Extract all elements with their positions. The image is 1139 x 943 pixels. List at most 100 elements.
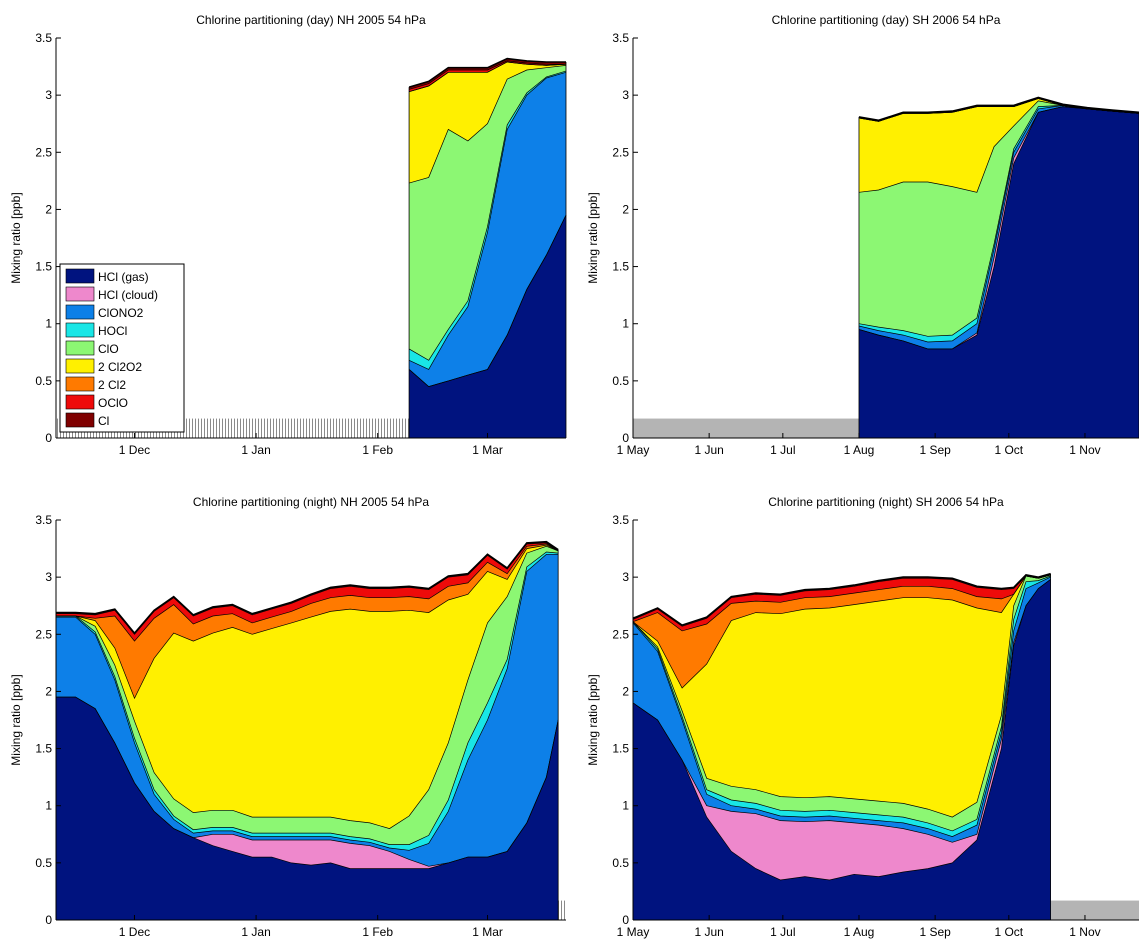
y-axis-label: Mixing ratio [ppb] — [586, 192, 600, 283]
y-tick-label: 2.5 — [35, 627, 52, 641]
chart-title: Chlorine partitioning (night) SH 2006 54… — [768, 495, 1004, 509]
y-tick-label: 3.5 — [35, 31, 52, 45]
y-tick-label: 2 — [622, 684, 629, 698]
y-tick-label: 3.5 — [612, 31, 629, 45]
boundary-line-hocl — [56, 551, 559, 845]
legend-swatch-clono2 — [65, 304, 95, 320]
boundary-line-2-cl2o2 — [56, 544, 559, 700]
legend-swatch-hcl-gas — [65, 268, 95, 284]
area-clono2 — [56, 554, 559, 867]
legend-swatch-hcl-cloud — [65, 286, 95, 302]
chart-panel-4: Chlorine partitioning (night) SH 2006 54… — [586, 495, 1139, 939]
boundary-line-oclo — [858, 98, 1139, 122]
y-tick-label: 1 — [45, 799, 52, 813]
chart-title: Chlorine partitioning (day) NH 2005 54 h… — [196, 13, 426, 27]
y-tick-label: 0 — [622, 431, 629, 445]
area-2-cl2o2 — [56, 545, 559, 829]
y-tick-label: 0.5 — [35, 374, 52, 388]
boundary-line-hcl-cloud — [632, 579, 1051, 843]
area-oclo — [409, 60, 566, 92]
x-tick-label: 1 Nov — [1069, 925, 1100, 939]
y-tick-label: 0.5 — [35, 856, 52, 870]
boundary-line-cl — [56, 540, 559, 635]
boundary-line-clo — [632, 574, 1051, 818]
missing-data-bar — [558, 900, 566, 920]
area-clono2 — [859, 105, 1139, 349]
boundary-line-clono2 — [408, 71, 567, 370]
boundary-line-hocl — [632, 575, 1051, 832]
y-tick-label: 2 — [45, 684, 52, 698]
x-tick-label: 1 May — [617, 925, 650, 939]
y-tick-label: 3 — [622, 570, 629, 584]
y-tick-label: 0 — [622, 913, 629, 927]
y-tick-label: 0.5 — [612, 374, 629, 388]
legend-swatch-oclo — [65, 394, 95, 410]
legend: HCl (gas) HCl (cloud) ClONO2 HOCl ClO 2 Cl2O2… — [59, 263, 185, 433]
area-hcl-gas — [859, 106, 1139, 438]
legend-label: HOCl — [98, 324, 127, 338]
x-tick-label: 1 Oct — [994, 443, 1023, 457]
y-axis-label: Mixing ratio [ppb] — [586, 674, 600, 765]
chart-panel-3: Chlorine partitioning (night) NH 2005 54… — [9, 495, 566, 939]
area-2-cl2o2 — [409, 62, 566, 184]
missing-data-bar — [1050, 900, 1139, 920]
legend-label: HCl (gas) — [98, 270, 149, 284]
boundary-line-2-cl2 — [409, 61, 567, 93]
boundary-line-oclo — [409, 60, 566, 90]
boundary-line-oclo — [632, 574, 1051, 627]
boundary-line-cl — [858, 96, 1139, 122]
x-tick-label: 1 Sep — [919, 443, 951, 457]
y-tick-label: 2.5 — [612, 627, 629, 641]
y-tick-label: 0 — [45, 913, 52, 927]
boundary-line-hcl-gas — [632, 579, 1051, 881]
y-tick-label: 1.5 — [612, 742, 629, 756]
x-tick-label: 1 May — [617, 443, 650, 457]
missing-data-bar — [633, 418, 859, 438]
legend-swatch-2-cl2o2 — [65, 358, 95, 374]
x-tick-label: 1 Sep — [919, 925, 951, 939]
y-tick-label: 2.5 — [612, 145, 629, 159]
x-tick-label: 1 Mar — [472, 443, 503, 457]
area-2-cl2o2 — [633, 574, 1051, 818]
boundary-line-cl — [632, 572, 1051, 626]
y-tick-label: 1 — [622, 799, 629, 813]
legend-label: Cl — [98, 414, 109, 428]
boundary-line-2-cl2o2 — [632, 574, 1051, 689]
boundary-line-hcl-cloud — [408, 214, 567, 387]
y-tick-label: 2.5 — [35, 145, 52, 159]
x-tick-label: 1 Jul — [770, 925, 795, 939]
legend-swatch-clo — [65, 340, 95, 356]
y-tick-label: 3 — [622, 88, 629, 102]
x-tick-label: 1 Jun — [694, 443, 723, 457]
y-tick-label: 2 — [622, 202, 629, 216]
boundary-line-clono2 — [632, 576, 1051, 837]
y-tick-label: 3.5 — [612, 513, 629, 527]
chart-title: Chlorine partitioning (night) NH 2005 54… — [193, 495, 429, 509]
legend-swatch-cl — [65, 412, 95, 428]
legend-label: HCl (cloud) — [98, 288, 158, 302]
chart-title: Chlorine partitioning (day) SH 2006 54 h… — [772, 13, 1001, 27]
y-tick-label: 1 — [45, 317, 52, 331]
y-axis-label: Mixing ratio [ppb] — [9, 192, 23, 283]
x-tick-label: 1 Jul — [770, 443, 795, 457]
area-hcl-gas — [409, 215, 566, 438]
chart-panel-2: Chlorine partitioning (day) SH 2006 54 h… — [586, 13, 1139, 457]
x-tick-label: 1 Jan — [241, 443, 270, 457]
y-tick-label: 1.5 — [35, 260, 52, 274]
area-hcl-gas — [633, 579, 1051, 920]
boundary-line-2-cl2 — [632, 574, 1051, 632]
legend-label: 2 Cl2 — [98, 378, 126, 392]
x-tick-label: 1 Jan — [241, 925, 270, 939]
x-tick-label: 1 Aug — [844, 925, 875, 939]
x-tick-label: 1 Feb — [362, 925, 393, 939]
boundary-line-clo — [56, 545, 559, 829]
x-tick-label: 1 Oct — [994, 925, 1023, 939]
legend-label: ClO — [98, 342, 119, 356]
x-tick-label: 1 Dec — [119, 925, 150, 939]
legend-label: OClO — [98, 396, 128, 410]
y-tick-label: 3 — [45, 570, 52, 584]
x-tick-label: 1 Mar — [472, 925, 503, 939]
y-tick-label: 0.5 — [612, 856, 629, 870]
y-tick-label: 1.5 — [612, 260, 629, 274]
